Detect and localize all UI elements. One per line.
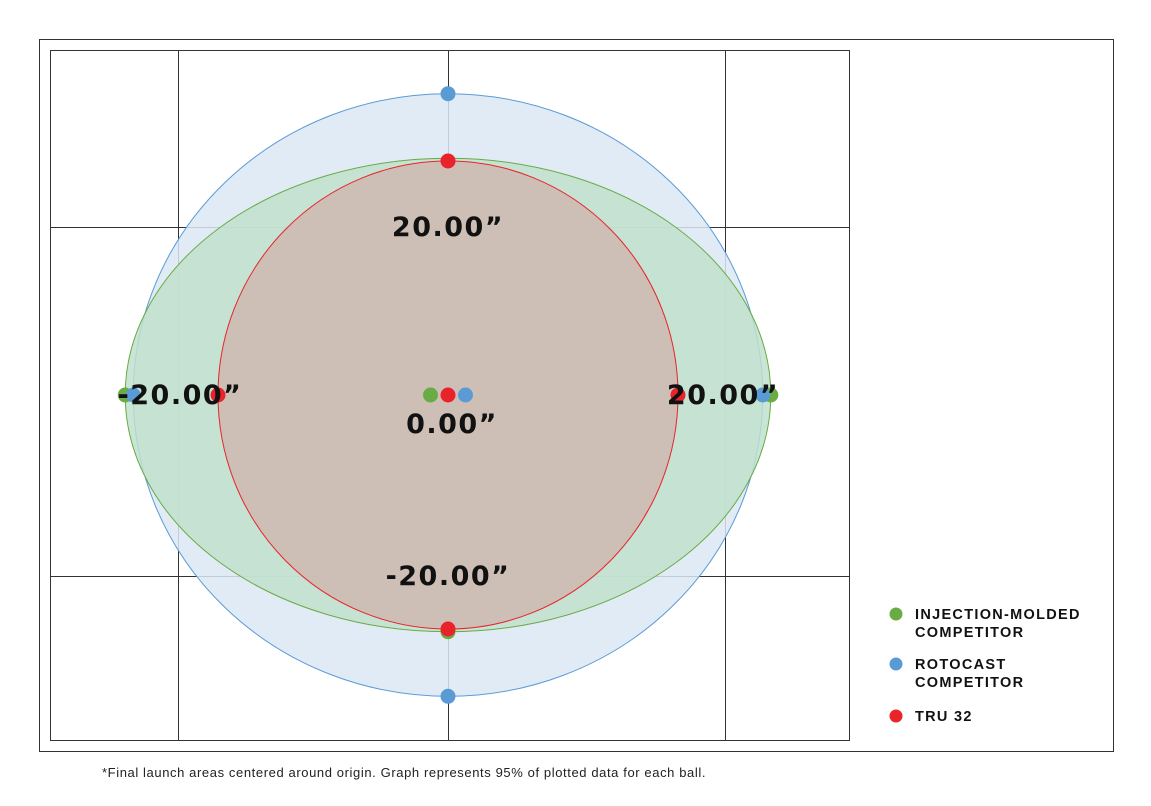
legend-label-tru-32: TRU 32 xyxy=(915,709,973,725)
point-rotocast-competitor xyxy=(440,86,456,102)
legend: INJECTION-MOLDED COMPETITOR ROTOCAST COMPET… xyxy=(889,607,1081,725)
point-rotocast-competitor xyxy=(440,688,456,704)
point-tru-32 xyxy=(440,621,456,637)
legend-label-rotocast-competitor: ROTOCAST xyxy=(915,657,1007,673)
tick-label: 20.00” xyxy=(392,212,504,243)
legend-label-rotocast-competitor: COMPETITOR xyxy=(915,675,1024,691)
point-rotocast-competitor xyxy=(125,387,141,403)
outer-border xyxy=(39,39,1114,752)
point-tru-32 xyxy=(440,387,456,403)
legend-marker-tru-32 xyxy=(889,709,903,723)
legend-label-injection-molded-competitor: COMPETITOR xyxy=(915,625,1024,641)
point-rotocast-competitor xyxy=(457,387,473,403)
point-rotocast-competitor xyxy=(755,387,771,403)
point-tru-32 xyxy=(210,387,226,403)
legend-label-injection-molded-competitor: INJECTION-MOLDED xyxy=(915,607,1081,623)
point-tru-32 xyxy=(440,153,456,169)
tick-label: -20.00” xyxy=(386,561,511,592)
footnote: *Final launch areas centered around orig… xyxy=(102,765,707,780)
point-injection-molded-competitor xyxy=(423,387,439,403)
point-tru-32 xyxy=(670,387,686,403)
tick-label: 0.00” xyxy=(406,409,498,440)
plot-area: 20.00” -20.00” -20.00” 20.00” 0.00” xyxy=(50,50,850,741)
tick-label: 20.00” xyxy=(667,380,779,411)
tick-label: -20.00” xyxy=(118,380,243,411)
legend-marker-injection-molded-competitor xyxy=(889,607,903,621)
legend-marker-rotocast-competitor xyxy=(889,657,903,671)
